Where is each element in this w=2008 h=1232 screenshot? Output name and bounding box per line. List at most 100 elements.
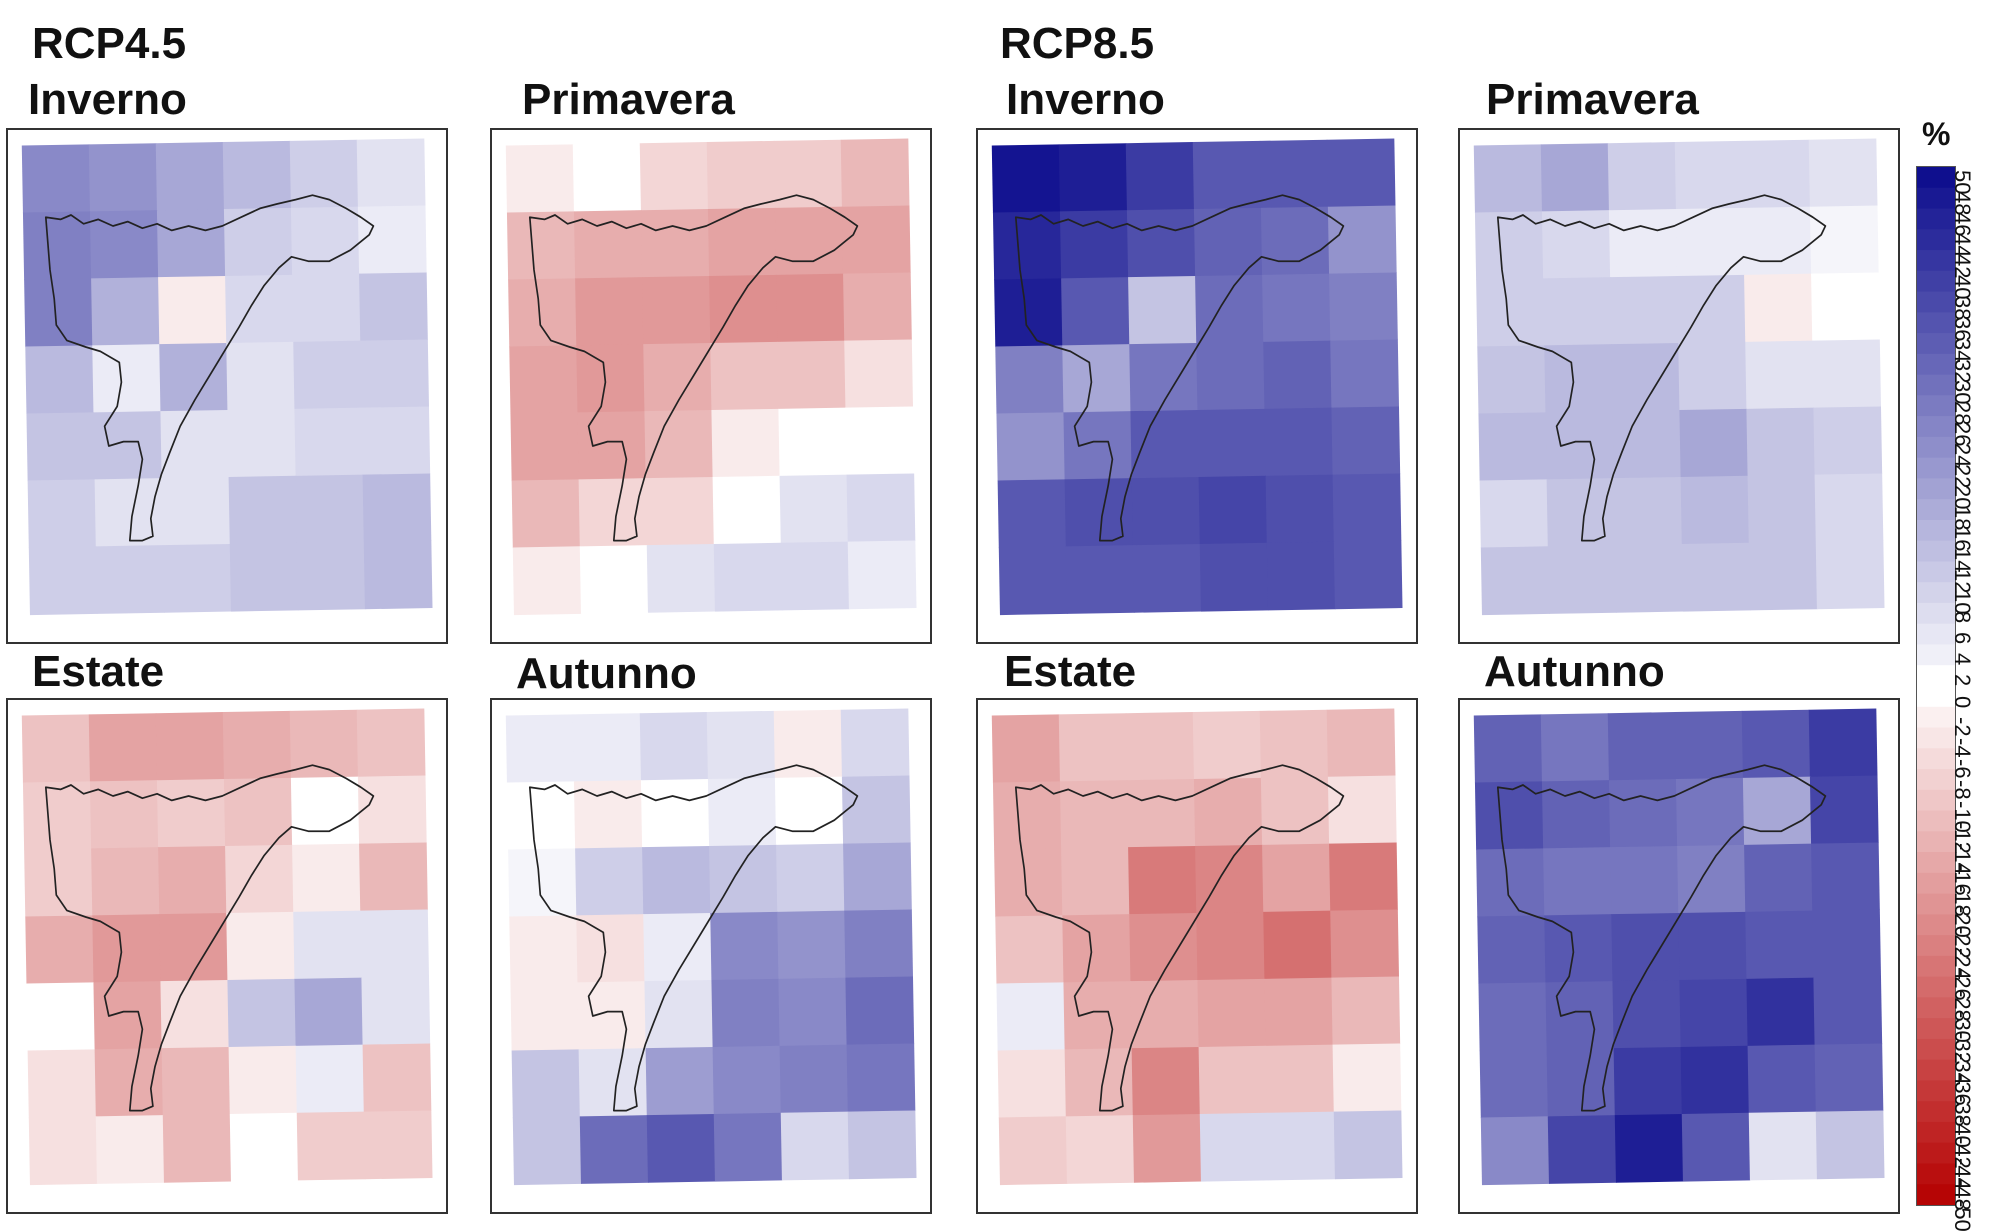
legend-swatch — [1917, 1142, 1955, 1164]
legend-swatch — [1917, 395, 1955, 417]
map-grid-cell — [162, 1113, 232, 1183]
map-grid-cell — [576, 914, 646, 983]
map-grid-cell — [289, 139, 359, 209]
map-grid-cell — [511, 479, 581, 549]
map-grid-cell — [1613, 1046, 1683, 1116]
map-grid-cell — [1612, 979, 1682, 1049]
map-grid-cell — [93, 981, 163, 1050]
legend-swatch — [1917, 561, 1955, 583]
map-grid-cell — [1607, 142, 1677, 211]
legend-tick-label: 4 — [1950, 653, 1975, 666]
map-grid-cell — [1677, 274, 1746, 344]
map-grid-cell — [643, 912, 713, 982]
legend-swatch — [1917, 1038, 1955, 1061]
map-grid-cell — [24, 848, 93, 918]
legend-swatch — [1917, 976, 1955, 998]
map-rcp45-estate — [6, 698, 448, 1214]
map-grid-cell — [847, 1110, 917, 1180]
map-grid-cell — [1262, 273, 1331, 343]
map-grid-cell — [1192, 140, 1262, 210]
map-grid-cell — [1262, 843, 1331, 913]
map-grid-cell — [1745, 910, 1815, 980]
map-grid-cell — [156, 779, 226, 848]
map-grid-cell — [95, 1115, 165, 1184]
map-grid-cell — [709, 274, 778, 344]
map-grid-cell — [511, 1049, 581, 1119]
map-grid-cell — [229, 542, 299, 612]
map-grid-cell — [644, 409, 714, 479]
map-grid-cell — [642, 276, 711, 345]
map-grid-cell — [510, 412, 580, 482]
map-grid-cell — [293, 910, 363, 980]
map-grid-cell — [227, 408, 297, 478]
region-outline — [1496, 194, 1827, 542]
legend-tick-label: 6 — [1950, 632, 1975, 645]
map-grid-cell — [1333, 1110, 1403, 1180]
map-grid-cell — [707, 207, 777, 277]
map-grid-cell — [843, 842, 912, 912]
map-grid-cell — [1199, 542, 1269, 612]
map-grid-cell — [26, 982, 96, 1052]
map-grid-cell — [1678, 911, 1748, 981]
legend-swatch — [1917, 457, 1955, 479]
map-grid-cell — [1195, 844, 1264, 914]
map-grid-cell — [359, 272, 428, 342]
map-grid-cell — [1545, 411, 1615, 480]
legend-swatch — [1917, 312, 1955, 334]
map-grid-cell — [21, 714, 91, 784]
map-grid-svg — [505, 138, 917, 616]
season-label-rcp45-primavera: Primavera — [522, 75, 735, 124]
map-grid-cell — [225, 274, 294, 344]
map-grid-cell — [780, 541, 850, 611]
map-grid-cell — [575, 847, 644, 916]
legend-swatch — [1917, 374, 1955, 396]
map-grid-svg — [1473, 138, 1885, 616]
map-grid-cell — [226, 341, 296, 411]
map-grid-cell — [1125, 142, 1195, 211]
legend-swatch — [1917, 893, 1955, 915]
map-grid-cell — [1480, 1116, 1550, 1186]
map-grid-cell — [363, 540, 433, 610]
map-grid-cell — [707, 777, 777, 847]
legend-swatch — [1917, 582, 1955, 604]
legend-swatch — [1917, 665, 1955, 687]
map-grid-cell — [998, 546, 1068, 616]
map-grid-cell — [1198, 475, 1268, 545]
map-grid-cell — [1065, 1115, 1135, 1184]
map-grid-cell — [1744, 273, 1813, 343]
legend-swatch — [1917, 333, 1955, 355]
map-grid-cell — [640, 209, 710, 278]
map-grid-cell — [773, 709, 843, 779]
legend-swatch — [1917, 623, 1955, 645]
legend-swatch — [1917, 789, 1955, 812]
map-grid-cell — [356, 138, 426, 208]
map-grid-cell — [296, 541, 366, 611]
map-grid-cell — [295, 474, 365, 544]
map-grid-cell — [1199, 1112, 1269, 1182]
legend-tick-label: -8 — [1950, 779, 1975, 800]
legend-swatch — [1917, 540, 1955, 562]
legend-unit: % — [1922, 116, 1951, 152]
map-grid-cell — [1547, 545, 1617, 614]
map-grid-cell — [1332, 473, 1402, 543]
map-grid-cell — [505, 144, 575, 214]
map-grid-cell — [997, 479, 1067, 549]
map-grid-cell — [1260, 776, 1330, 846]
map-grid-cell — [223, 207, 293, 277]
map-grid-cell — [1477, 915, 1547, 985]
map-grid-cell — [1473, 714, 1543, 784]
map-grid-cell — [994, 848, 1063, 918]
map-grid-svg — [505, 708, 917, 1186]
map-grid-cell — [1742, 776, 1812, 846]
map-grid-cell — [293, 340, 363, 410]
map-grid-cell — [1197, 408, 1267, 478]
map-grid-cell — [156, 209, 226, 278]
map-grid-cell — [1545, 981, 1615, 1050]
map-grid-cell — [226, 911, 296, 981]
map-grid-cell — [25, 345, 95, 415]
map-grid-cell — [1474, 211, 1544, 281]
map-grid-cell — [1677, 844, 1746, 914]
legend-tick-label: 2 — [1950, 674, 1975, 687]
map-grid-cell — [92, 344, 162, 413]
map-grid-cell — [1329, 842, 1398, 912]
